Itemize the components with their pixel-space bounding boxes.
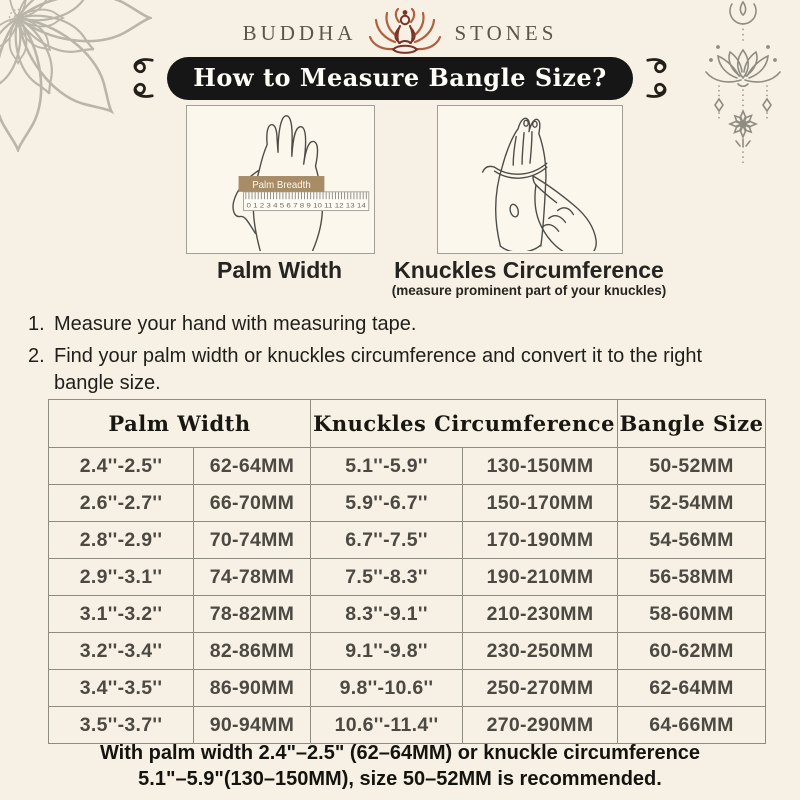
brand-logo: BUDDHA STONES [0, 8, 800, 58]
table-cell: 250-270MM [462, 669, 618, 707]
hanging-lotus-ornament-icon [705, 0, 781, 167]
table-cell: 190-210MM [462, 558, 618, 596]
table-cell: 9.8''-10.6'' [310, 669, 463, 707]
flourish-right-icon [646, 58, 667, 98]
table-cell: 78-82MM [193, 595, 311, 633]
table-cell: 70-74MM [193, 521, 311, 559]
page-title: How to Measure Bangle Size? [167, 56, 633, 100]
brand-word-right: STONES [454, 20, 558, 45]
table-row: 3.5''-3.7'' 90-94MM 10.6''-11.4'' 270-290MM… [48, 706, 766, 744]
knuckles-caption: Knuckles Circumference [394, 257, 664, 283]
table-cell: 86-90MM [193, 669, 311, 707]
ruler-label: Palm Breadth [238, 176, 325, 192]
table-cell: 82-86MM [193, 632, 311, 670]
instructions-list: 1. Measure your hand with measuring tape… [28, 311, 758, 402]
table-cell: 66-70MM [193, 484, 311, 522]
table-cell: 3.5''-3.7'' [48, 706, 194, 744]
table-cell: 62-64MM [193, 447, 311, 485]
table-cell: 90-94MM [193, 706, 311, 744]
recommendation-note: With palm width 2.4"–2.5" (62–64MM) or k… [0, 740, 800, 793]
table-cell: 52-54MM [617, 484, 766, 522]
table-cell: 2.6''-2.7'' [48, 484, 194, 522]
recommendation-line-2: 5.1"–5.9"(130–150MM), size 50–52MM is re… [138, 768, 662, 791]
table-cell: 170-190MM [462, 521, 618, 559]
title-row: How to Measure Bangle Size? [0, 55, 800, 101]
table-cell: 54-56MM [617, 521, 766, 559]
instruction-step-1: 1. Measure your hand with measuring tape… [28, 311, 758, 338]
table-row: 3.4''-3.5'' 86-90MM 9.8''-10.6'' 250-270MM 6… [48, 669, 766, 707]
bangle-size-table: Palm Width Knuckles Circumference Bangle… [48, 399, 766, 744]
table-row: 3.2''-3.4'' 82-86MM 9.1''-9.8'' 230-250MM 60… [48, 632, 766, 670]
flourish-left-icon [133, 58, 154, 98]
table-cell: 2.9''-3.1'' [48, 558, 194, 596]
mandala-corner-icon [0, 0, 152, 152]
table-row: 2.4''-2.5'' 62-64MM 5.1''-5.9'' 130-150MM 50… [48, 447, 766, 485]
ruler-label-text: Palm Breadth [252, 180, 311, 191]
step-number: 2. [28, 345, 45, 367]
header-palm-width: Palm Width [48, 399, 311, 448]
step-text: Find your palm width or knuckles circumf… [54, 345, 703, 394]
table-cell: 50-52MM [617, 447, 766, 485]
table-cell: 230-250MM [462, 632, 618, 670]
table-row: 2.6''-2.7'' 66-70MM 5.9''-6.7'' 150-170MM 52… [48, 484, 766, 522]
table-cell: 56-58MM [617, 558, 766, 596]
step-text: Measure your hand with measuring tape. [54, 313, 417, 335]
instruction-step-2: 2. Find your palm width or knuckles circ… [28, 343, 758, 397]
table-cell: 58-60MM [617, 595, 766, 633]
table-cell: 74-78MM [193, 558, 311, 596]
header-bangle-size: Bangle Size [617, 399, 766, 448]
table-cell: 130-150MM [462, 447, 618, 485]
palm-width-illustration: 0 1 2 3 4 5 6 7 8 9 10 11 12 13 14 Palm … [186, 105, 375, 254]
table-header-row: Palm Width Knuckles Circumference Bangle… [48, 399, 766, 448]
table-cell: 2.4''-2.5'' [48, 447, 194, 485]
table-cell: 150-170MM [462, 484, 618, 522]
ruler-numbers: 0 1 2 3 4 5 6 7 8 9 10 11 12 13 14 [246, 203, 366, 210]
table-cell: 64-66MM [617, 706, 766, 744]
table-cell: 210-230MM [462, 595, 618, 633]
table-cell: 7.5''-8.3'' [310, 558, 463, 596]
table-cell: 5.9''-6.7'' [310, 484, 463, 522]
table-cell: 62-64MM [617, 669, 766, 707]
table-row: 2.9''-3.1'' 74-78MM 7.5''-8.3'' 190-210MM 56… [48, 558, 766, 596]
table-cell: 8.3''-9.1'' [310, 595, 463, 633]
table-cell: 60-62MM [617, 632, 766, 670]
lotus-meditation-logo-icon [369, 8, 442, 54]
ruler-icon: 0 1 2 3 4 5 6 7 8 9 10 11 12 13 14 [243, 191, 370, 212]
knuckles-subcaption: (measure prominent part of your knuckles… [391, 283, 667, 298]
step-number: 1. [28, 313, 45, 335]
table-cell: 2.8''-2.9'' [48, 521, 194, 559]
table-cell: 10.6''-11.4'' [310, 706, 463, 744]
table-row: 3.1''-3.2'' 78-82MM 8.3''-9.1'' 210-230MM 58… [48, 595, 766, 633]
table-cell: 270-290MM [462, 706, 618, 744]
knuckles-circumference-illustration [437, 105, 623, 254]
brand-word-left: BUDDHA [242, 20, 357, 45]
header-knuckles-circumference: Knuckles Circumference [310, 399, 618, 448]
table-cell: 3.1''-3.2'' [48, 595, 194, 633]
table-cell: 6.7''-7.5'' [310, 521, 463, 559]
palm-width-caption: Palm Width [216, 257, 343, 283]
table-cell: 3.2''-3.4'' [48, 632, 194, 670]
table-row: 2.8''-2.9'' 70-74MM 6.7''-7.5'' 170-190MM 54… [48, 521, 766, 559]
table-cell: 3.4''-3.5'' [48, 669, 194, 707]
table-cell: 5.1''-5.9'' [310, 447, 463, 485]
recommendation-line-1: With palm width 2.4"–2.5" (62–64MM) or k… [99, 742, 701, 764]
table-cell: 9.1''-9.8'' [310, 632, 463, 670]
